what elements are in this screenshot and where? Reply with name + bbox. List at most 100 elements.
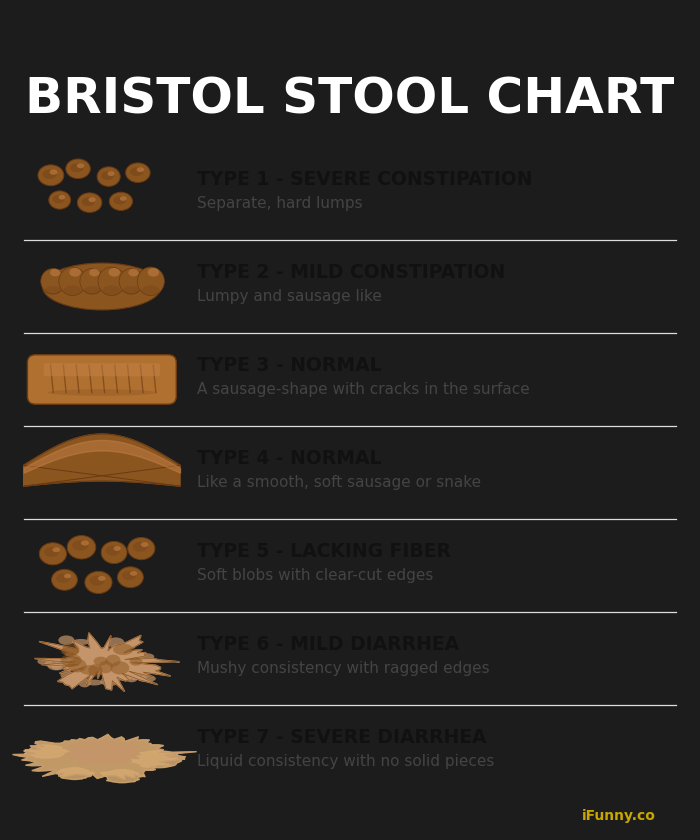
Text: Liquid consistency with no solid pieces: Liquid consistency with no solid pieces: [197, 754, 494, 769]
Text: TYPE 4 - NORMAL: TYPE 4 - NORMAL: [197, 449, 382, 468]
Ellipse shape: [141, 542, 148, 547]
Ellipse shape: [48, 663, 65, 670]
Ellipse shape: [78, 193, 102, 213]
Ellipse shape: [66, 159, 90, 179]
Ellipse shape: [118, 567, 144, 588]
Text: Soft blobs with clear-cut edges: Soft blobs with clear-cut edges: [197, 569, 433, 584]
Text: Separate, hard lumps: Separate, hard lumps: [197, 197, 363, 212]
Text: TYPE 2 - MILD CONSTIPATION: TYPE 2 - MILD CONSTIPATION: [197, 263, 505, 281]
Ellipse shape: [113, 546, 121, 551]
Polygon shape: [66, 738, 141, 765]
Ellipse shape: [59, 267, 86, 296]
FancyBboxPatch shape: [43, 363, 160, 376]
Ellipse shape: [50, 269, 60, 276]
Ellipse shape: [78, 678, 91, 687]
Ellipse shape: [38, 165, 64, 186]
Ellipse shape: [123, 286, 139, 295]
Ellipse shape: [126, 163, 150, 182]
Ellipse shape: [50, 170, 57, 175]
Ellipse shape: [109, 192, 132, 211]
Text: TYPE 7 - SEVERE DIARRHEA: TYPE 7 - SEVERE DIARRHEA: [197, 727, 486, 747]
Ellipse shape: [89, 269, 99, 276]
Ellipse shape: [48, 389, 156, 396]
Text: iFunny.co: iFunny.co: [582, 809, 656, 822]
Ellipse shape: [94, 657, 108, 665]
Ellipse shape: [52, 195, 64, 203]
Text: Like a smooth, soft sausage or snake: Like a smooth, soft sausage or snake: [197, 475, 481, 491]
Polygon shape: [24, 745, 69, 758]
Ellipse shape: [130, 167, 143, 176]
Ellipse shape: [102, 542, 127, 564]
Polygon shape: [24, 434, 180, 486]
Ellipse shape: [137, 267, 164, 296]
Ellipse shape: [132, 542, 148, 552]
Ellipse shape: [84, 286, 100, 295]
Text: TYPE 3 - NORMAL: TYPE 3 - NORMAL: [197, 355, 382, 375]
Ellipse shape: [64, 574, 71, 579]
Ellipse shape: [99, 661, 113, 674]
Ellipse shape: [130, 571, 137, 575]
Ellipse shape: [138, 654, 154, 660]
Ellipse shape: [117, 675, 131, 681]
Polygon shape: [130, 751, 185, 768]
Ellipse shape: [113, 197, 126, 204]
Polygon shape: [101, 769, 144, 783]
Ellipse shape: [64, 286, 81, 296]
Ellipse shape: [107, 638, 125, 648]
Ellipse shape: [81, 540, 89, 546]
Ellipse shape: [106, 546, 120, 556]
Ellipse shape: [137, 674, 147, 679]
Ellipse shape: [108, 268, 120, 276]
Ellipse shape: [125, 675, 138, 682]
Ellipse shape: [77, 164, 84, 168]
Ellipse shape: [142, 286, 160, 296]
Ellipse shape: [39, 543, 66, 564]
Ellipse shape: [85, 571, 112, 594]
Ellipse shape: [97, 167, 120, 186]
Polygon shape: [13, 734, 197, 780]
Ellipse shape: [45, 660, 64, 668]
Ellipse shape: [44, 547, 59, 557]
Ellipse shape: [120, 197, 127, 201]
Ellipse shape: [82, 197, 95, 206]
Ellipse shape: [103, 286, 120, 296]
Ellipse shape: [119, 269, 144, 294]
Ellipse shape: [41, 269, 65, 294]
Text: TYPE 6 - MILD DIARRHEA: TYPE 6 - MILD DIARRHEA: [197, 635, 459, 654]
Ellipse shape: [70, 164, 83, 172]
Ellipse shape: [58, 635, 74, 645]
Ellipse shape: [130, 658, 142, 665]
Ellipse shape: [72, 639, 90, 645]
FancyBboxPatch shape: [27, 354, 176, 404]
Ellipse shape: [60, 670, 73, 680]
Ellipse shape: [72, 540, 88, 551]
Ellipse shape: [98, 267, 125, 296]
Ellipse shape: [101, 171, 114, 180]
Ellipse shape: [86, 680, 103, 685]
Ellipse shape: [52, 570, 78, 591]
Ellipse shape: [61, 654, 82, 667]
Ellipse shape: [69, 268, 81, 276]
Text: Mushy consistency with ragged edges: Mushy consistency with ragged edges: [197, 661, 490, 676]
Ellipse shape: [61, 647, 79, 655]
Ellipse shape: [49, 191, 71, 209]
Ellipse shape: [108, 171, 114, 176]
Ellipse shape: [137, 675, 156, 682]
Ellipse shape: [88, 197, 96, 202]
Ellipse shape: [129, 670, 140, 680]
Ellipse shape: [80, 269, 104, 294]
Ellipse shape: [37, 658, 52, 665]
Ellipse shape: [62, 643, 79, 656]
Ellipse shape: [67, 536, 96, 559]
Text: TYPE 1 - SEVERE CONSTIPATION: TYPE 1 - SEVERE CONSTIPATION: [197, 170, 533, 189]
Ellipse shape: [106, 654, 120, 667]
Text: Lumpy and sausage like: Lumpy and sausage like: [197, 290, 382, 304]
Ellipse shape: [148, 268, 159, 276]
Polygon shape: [56, 768, 94, 780]
Ellipse shape: [128, 269, 139, 276]
Ellipse shape: [59, 195, 65, 200]
Ellipse shape: [100, 677, 119, 686]
Ellipse shape: [124, 642, 136, 649]
Text: TYPE 5 - LACKING FIBER: TYPE 5 - LACKING FIBER: [197, 542, 451, 560]
Text: BRISTOL STOOL CHART: BRISTOL STOOL CHART: [25, 76, 675, 123]
